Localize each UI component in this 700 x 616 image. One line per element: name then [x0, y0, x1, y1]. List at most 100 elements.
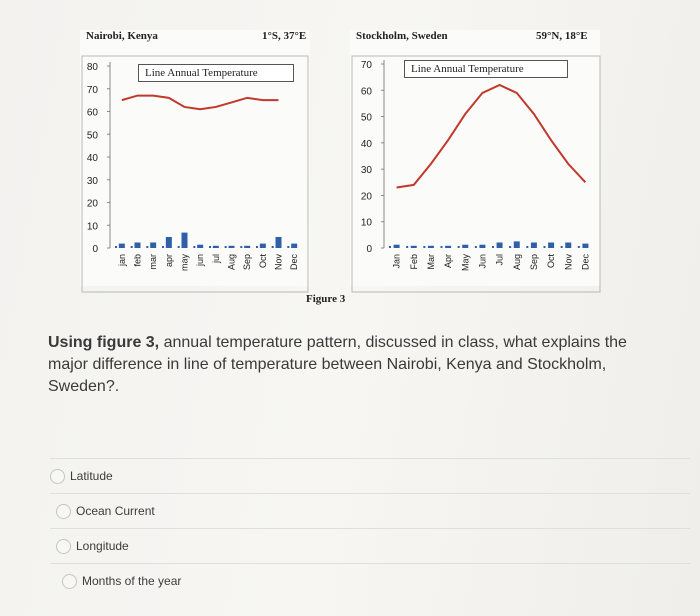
y-tick-label: 80 — [87, 62, 99, 73]
baseline-dot — [543, 246, 546, 248]
baseline-dot — [115, 246, 117, 248]
option-longitude[interactable]: Longitude — [50, 528, 690, 563]
month-label: may — [180, 254, 190, 272]
baseline-dot — [224, 246, 227, 248]
precip-bar — [582, 243, 589, 248]
baseline-dot — [423, 246, 426, 248]
y-tick-label: 70 — [87, 85, 99, 96]
answer-options: Latitude Ocean Current Longitude Months … — [50, 458, 690, 598]
option-label: Ocean Current — [76, 504, 155, 518]
temperature-line — [396, 83, 587, 189]
month-label: Nov — [274, 254, 284, 271]
month-label: Dec — [289, 254, 299, 271]
month-label: Apr — [443, 254, 453, 268]
option-label: Months of the year — [82, 574, 182, 588]
stockholm-coords: 59°N, 18°E — [536, 30, 588, 42]
y-tick-label: 70 — [361, 60, 373, 71]
baseline-dot — [240, 246, 243, 248]
question-body: annual temperature pattern, discussed in… — [48, 334, 627, 395]
option-label: Latitude — [70, 469, 113, 483]
precip-bar — [181, 232, 188, 248]
month-label: jul — [211, 254, 221, 264]
y-tick-label: 10 — [361, 218, 373, 229]
baseline-dot — [130, 246, 133, 248]
precip-bar — [212, 245, 219, 248]
stockholm-chart: 70 60 50 40 30 20 10 0 Jan Feb Mar Apr May Jun Jul Aug S… — [351, 55, 601, 293]
y-tick-label: 30 — [361, 165, 373, 176]
option-label: Longitude — [76, 539, 129, 553]
baseline-dot — [457, 246, 460, 248]
precip-bar — [496, 242, 503, 248]
y-tick-label: 50 — [87, 130, 99, 141]
precip-bar — [244, 245, 251, 248]
month-label: Jan — [392, 254, 402, 269]
month-label: Oct — [546, 254, 556, 269]
month-label: May — [460, 254, 470, 272]
nairobi-location: Nairobi, Kenya — [86, 30, 158, 42]
month-label: apr — [164, 254, 174, 267]
precip-bar — [134, 242, 141, 248]
question-bold: Using figure 3, — [48, 334, 160, 351]
nairobi-legend: Line Annual Temperature — [138, 64, 294, 82]
stockholm-location: Stockholm, Sweden — [356, 30, 448, 42]
baseline-dot — [389, 246, 391, 248]
precip-bar — [513, 241, 520, 248]
month-label: Oct — [258, 254, 268, 269]
nairobi-chart-panel: Nairobi, Kenya 1°S, 37°E 80 70 60 50 40 30 20 1… — [80, 30, 310, 293]
nairobi-coords: 1°S, 37°E — [262, 30, 307, 42]
month-label: feb — [133, 254, 143, 267]
baseline-dot — [146, 246, 149, 248]
precip-bar — [118, 243, 125, 248]
baseline-dot — [287, 246, 290, 248]
baseline-dot — [474, 246, 477, 248]
baseline-dot — [526, 246, 529, 248]
baseline-dot — [560, 246, 563, 248]
baseline-dot — [271, 246, 274, 248]
precip-bar — [275, 237, 282, 248]
baseline-dot — [193, 246, 196, 248]
month-label: Sep — [529, 254, 539, 270]
y-tick-label: 60 — [87, 108, 99, 119]
option-latitude[interactable]: Latitude — [50, 458, 690, 493]
month-label: Jun — [477, 254, 487, 269]
radio-button[interactable] — [50, 468, 65, 484]
y-tick-label: 20 — [87, 199, 99, 210]
month-label: Feb — [409, 254, 419, 270]
precip-bar — [393, 244, 400, 248]
y-tick-label: 50 — [361, 113, 373, 124]
baseline-dot — [209, 246, 211, 248]
precip-bar — [462, 244, 469, 248]
radio-button[interactable] — [56, 538, 71, 554]
radio-button[interactable] — [56, 503, 71, 519]
precip-bar — [150, 242, 157, 248]
precip-bar — [228, 245, 235, 248]
precip-bar — [427, 245, 434, 248]
figure-caption: Figure 3 — [306, 293, 346, 305]
month-label: mar — [148, 254, 158, 270]
temperature-line — [121, 94, 279, 111]
y-tick-label: 10 — [87, 221, 99, 232]
baseline-dot — [440, 246, 443, 248]
chart-frame — [351, 55, 601, 293]
y-tick-label: 40 — [87, 153, 99, 164]
precip-bar — [479, 244, 486, 248]
precip-bar — [165, 237, 172, 248]
chart-frame — [81, 55, 309, 293]
baseline-dot — [492, 246, 494, 248]
baseline-dot — [406, 246, 409, 248]
precip-bar — [565, 242, 572, 248]
option-months-of-the-year[interactable]: Months of the year — [50, 563, 690, 598]
month-label: jun — [195, 254, 205, 267]
precip-bar — [291, 243, 298, 248]
option-ocean-current[interactable]: Ocean Current — [50, 493, 690, 528]
y-tick-label: 20 — [361, 191, 373, 202]
precip-bar — [259, 243, 266, 248]
baseline-dot — [256, 246, 258, 248]
precip-bar — [410, 245, 417, 248]
radio-button[interactable] — [62, 573, 77, 589]
month-label: jan — [117, 254, 127, 267]
month-label: Mar — [426, 254, 436, 270]
precip-bar — [548, 242, 555, 248]
y-tick-label: 40 — [361, 139, 373, 150]
baseline-dot — [509, 246, 512, 248]
